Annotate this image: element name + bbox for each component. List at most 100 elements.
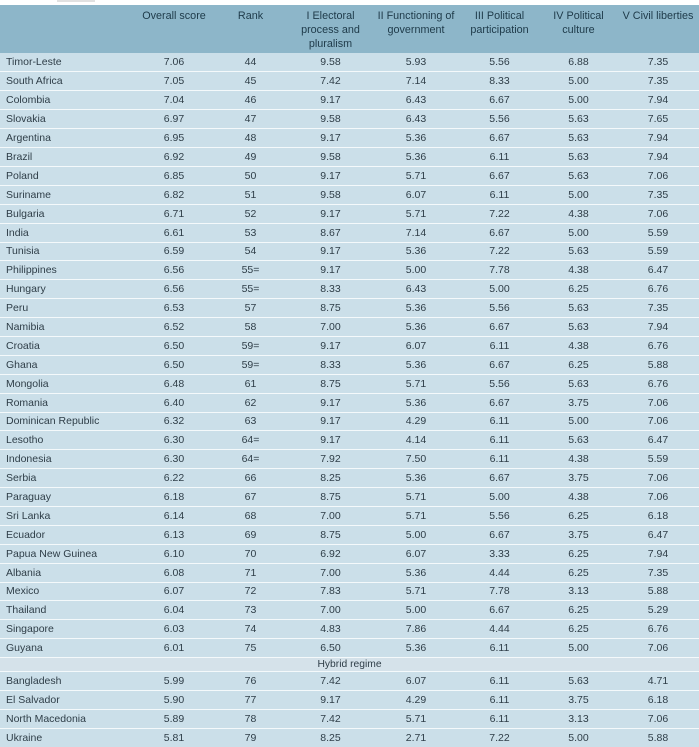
cell-i: 6.92 <box>288 544 373 564</box>
cell-rank: 52 <box>213 204 288 224</box>
cell-iv: 5.00 <box>540 638 617 659</box>
cell-i: 9.58 <box>288 109 373 130</box>
cell-iv: 6.25 <box>540 544 617 564</box>
cell-overall: 5.99 <box>135 671 213 691</box>
cell-i: 9.17 <box>288 204 373 224</box>
cell-iii: 6.11 <box>459 412 540 432</box>
cell-iii: 7.22 <box>459 242 540 262</box>
cell-v: 6.76 <box>617 279 699 300</box>
cell-country: Namibia <box>0 317 135 337</box>
cell-iii: 6.67 <box>459 600 540 621</box>
cell-rank: 70 <box>213 544 288 564</box>
cell-iv: 4.38 <box>540 449 617 470</box>
cell-v: 6.18 <box>617 690 699 710</box>
cell-i: 6.50 <box>288 638 373 659</box>
cell-rank: 44 <box>213 53 288 73</box>
cell-iv: 4.38 <box>540 487 617 507</box>
cell-iv: 5.00 <box>540 412 617 432</box>
cell-iii: 6.67 <box>459 525 540 545</box>
cell-i: 9.58 <box>288 185 373 205</box>
democracy-index-table: Overall score Rank I Electoral process and… <box>0 5 699 747</box>
cell-iii: 5.56 <box>459 109 540 130</box>
cell-rank: 74 <box>213 619 288 640</box>
cell-rank: 78 <box>213 709 288 729</box>
cell-v: 5.59 <box>617 449 699 470</box>
cell-ii: 6.07 <box>373 336 459 356</box>
cell-iii: 6.11 <box>459 690 540 710</box>
cell-country: Suriname <box>0 185 135 205</box>
cell-v: 6.76 <box>617 619 699 640</box>
cell-i: 8.33 <box>288 355 373 375</box>
cell-ii: 5.36 <box>373 147 459 167</box>
cell-ii: 5.36 <box>373 317 459 337</box>
cell-v: 7.94 <box>617 90 699 111</box>
cell-overall: 5.81 <box>135 728 213 747</box>
cell-iv: 5.63 <box>540 242 617 262</box>
cell-overall: 6.56 <box>135 279 213 300</box>
cell-v: 4.71 <box>617 671 699 691</box>
cell-ii: 5.36 <box>373 563 459 583</box>
cell-rank: 71 <box>213 563 288 583</box>
cell-country: Guyana <box>0 638 135 659</box>
cell-overall: 5.90 <box>135 690 213 710</box>
cell-i: 7.00 <box>288 600 373 621</box>
cell-overall: 6.30 <box>135 430 213 451</box>
table-row: Paraguay 6.18 67 8.75 5.71 5.00 4.38 7.06 <box>0 487 699 507</box>
cell-i: 8.75 <box>288 525 373 545</box>
cell-overall: 6.04 <box>135 600 213 621</box>
cell-overall: 6.13 <box>135 525 213 545</box>
cell-iii: 6.67 <box>459 468 540 489</box>
cell-rank: 68 <box>213 506 288 526</box>
cell-overall: 6.40 <box>135 393 213 413</box>
table-row: India 6.61 53 8.67 7.14 6.67 5.00 5.59 <box>0 223 699 243</box>
cell-i: 9.17 <box>288 430 373 451</box>
cell-rank: 49 <box>213 147 288 167</box>
cell-v: 7.35 <box>617 185 699 205</box>
table-row: Brazil 6.92 49 9.58 5.36 6.11 5.63 7.94 <box>0 147 699 167</box>
cell-iv: 3.75 <box>540 525 617 545</box>
cell-iv: 5.63 <box>540 166 617 186</box>
cell-iv: 5.63 <box>540 109 617 130</box>
cell-iv: 5.00 <box>540 71 617 92</box>
cell-ii: 6.07 <box>373 185 459 205</box>
column-header-v: V Civil liberties <box>617 5 699 54</box>
cell-overall: 6.52 <box>135 317 213 337</box>
cell-i: 4.83 <box>288 619 373 640</box>
cell-i: 8.75 <box>288 487 373 507</box>
cell-rank: 46 <box>213 90 288 111</box>
cell-i: 8.25 <box>288 728 373 747</box>
cell-iii: 6.11 <box>459 430 540 451</box>
cropped-caption-remnant <box>57 0 95 2</box>
cell-iii: 6.11 <box>459 638 540 659</box>
cell-country: Bulgaria <box>0 204 135 224</box>
cell-iv: 5.00 <box>540 223 617 243</box>
cell-iv: 5.63 <box>540 298 617 319</box>
table-row: Dominican Republic 6.32 63 9.17 4.29 6.11 5.00… <box>0 412 699 432</box>
cell-rank: 64= <box>213 430 288 451</box>
cell-v: 6.76 <box>617 374 699 394</box>
cell-rank: 75 <box>213 638 288 659</box>
cell-iii: 6.67 <box>459 128 540 149</box>
cell-rank: 76 <box>213 671 288 691</box>
cell-i: 9.17 <box>288 260 373 281</box>
cell-rank: 55= <box>213 279 288 300</box>
table-row: Serbia 6.22 66 8.25 5.36 6.67 3.75 7.06 <box>0 468 699 489</box>
cell-v: 6.47 <box>617 430 699 451</box>
cell-iii: 6.11 <box>459 185 540 205</box>
table-row: Philippines 6.56 55= 9.17 5.00 7.78 4.38 6.47 <box>0 260 699 281</box>
cell-overall: 6.82 <box>135 185 213 205</box>
cell-iii: 8.33 <box>459 71 540 92</box>
cell-country: Sri Lanka <box>0 506 135 526</box>
cell-i: 8.25 <box>288 468 373 489</box>
cell-v: 7.94 <box>617 147 699 167</box>
cell-ii: 2.71 <box>373 728 459 747</box>
cell-iii: 6.11 <box>459 449 540 470</box>
cell-country: Slovakia <box>0 109 135 130</box>
cell-iv: 5.00 <box>540 728 617 747</box>
cell-rank: 59= <box>213 336 288 356</box>
cell-v: 7.06 <box>617 638 699 659</box>
cell-ii: 5.36 <box>373 468 459 489</box>
cell-i: 8.33 <box>288 279 373 300</box>
cell-v: 6.76 <box>617 336 699 356</box>
section-divider-row: Hybrid regime <box>0 657 699 673</box>
